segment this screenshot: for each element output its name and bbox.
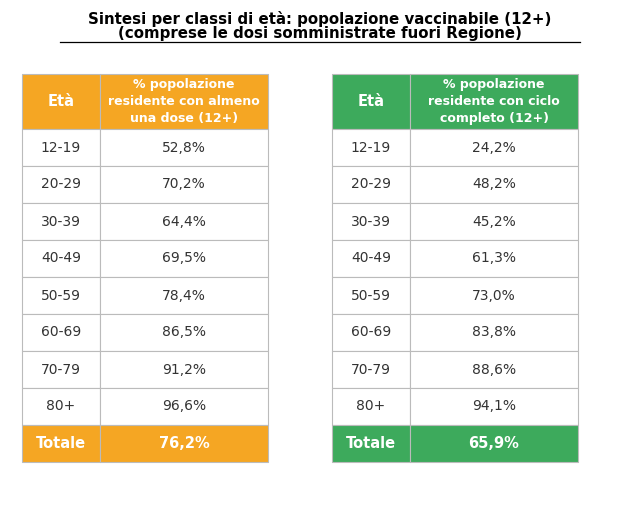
Text: (comprese le dosi somministrate fuori Regione): (comprese le dosi somministrate fuori Re…: [118, 26, 522, 41]
Bar: [22, 314, 100, 351]
Bar: [100, 388, 268, 425]
Text: 60-69: 60-69: [351, 326, 391, 339]
Text: 76,2%: 76,2%: [159, 436, 209, 451]
Bar: [410, 74, 578, 129]
Bar: [22, 166, 100, 203]
Bar: [410, 425, 578, 462]
Bar: [22, 129, 100, 166]
Bar: [332, 277, 410, 314]
Text: % popolazione
residente con ciclo
completo (12+): % popolazione residente con ciclo comple…: [428, 78, 560, 125]
Text: 73,0%: 73,0%: [472, 288, 516, 303]
Text: 80+: 80+: [356, 400, 386, 413]
Bar: [100, 166, 268, 203]
Text: 24,2%: 24,2%: [472, 140, 516, 154]
Bar: [332, 388, 410, 425]
Bar: [100, 277, 268, 314]
Text: 40-49: 40-49: [351, 252, 391, 265]
Bar: [100, 74, 268, 129]
Text: Età: Età: [47, 94, 74, 109]
Bar: [100, 425, 268, 462]
Bar: [100, 351, 268, 388]
Text: 20-29: 20-29: [351, 178, 391, 192]
Text: 61,3%: 61,3%: [472, 252, 516, 265]
Text: 83,8%: 83,8%: [472, 326, 516, 339]
Bar: [410, 388, 578, 425]
Text: 88,6%: 88,6%: [472, 362, 516, 377]
Text: Totale: Totale: [346, 436, 396, 451]
Bar: [410, 240, 578, 277]
Bar: [22, 388, 100, 425]
Text: 70,2%: 70,2%: [162, 178, 206, 192]
Bar: [100, 203, 268, 240]
Text: 70-79: 70-79: [351, 362, 391, 377]
Bar: [332, 166, 410, 203]
Text: 50-59: 50-59: [351, 288, 391, 303]
Text: 65,9%: 65,9%: [468, 436, 520, 451]
Bar: [410, 166, 578, 203]
Text: 12-19: 12-19: [351, 140, 391, 154]
Text: 94,1%: 94,1%: [472, 400, 516, 413]
Bar: [22, 277, 100, 314]
Bar: [410, 314, 578, 351]
Text: 48,2%: 48,2%: [472, 178, 516, 192]
Text: 70-79: 70-79: [41, 362, 81, 377]
Text: 20-29: 20-29: [41, 178, 81, 192]
Text: 52,8%: 52,8%: [162, 140, 206, 154]
Bar: [22, 74, 100, 129]
Text: % popolazione
residente con almeno
una dose (12+): % popolazione residente con almeno una d…: [108, 78, 260, 125]
Bar: [332, 425, 410, 462]
Text: 78,4%: 78,4%: [162, 288, 206, 303]
Bar: [100, 129, 268, 166]
Text: 30-39: 30-39: [351, 214, 391, 229]
Bar: [100, 314, 268, 351]
Bar: [410, 129, 578, 166]
Bar: [410, 351, 578, 388]
Bar: [332, 351, 410, 388]
Bar: [22, 203, 100, 240]
Text: 80+: 80+: [46, 400, 76, 413]
Text: Età: Età: [358, 94, 385, 109]
Bar: [332, 129, 410, 166]
Bar: [22, 240, 100, 277]
Bar: [410, 277, 578, 314]
Text: Totale: Totale: [36, 436, 86, 451]
Bar: [100, 240, 268, 277]
Bar: [332, 314, 410, 351]
Text: 12-19: 12-19: [41, 140, 81, 154]
Text: 60-69: 60-69: [41, 326, 81, 339]
Bar: [332, 240, 410, 277]
Text: 86,5%: 86,5%: [162, 326, 206, 339]
Bar: [332, 203, 410, 240]
Text: 30-39: 30-39: [41, 214, 81, 229]
Text: 45,2%: 45,2%: [472, 214, 516, 229]
Text: 50-59: 50-59: [41, 288, 81, 303]
Text: 69,5%: 69,5%: [162, 252, 206, 265]
Text: 91,2%: 91,2%: [162, 362, 206, 377]
Bar: [22, 351, 100, 388]
Text: 96,6%: 96,6%: [162, 400, 206, 413]
Bar: [332, 74, 410, 129]
Bar: [22, 425, 100, 462]
Text: 64,4%: 64,4%: [162, 214, 206, 229]
Text: 40-49: 40-49: [41, 252, 81, 265]
Text: Sintesi per classi di età: popolazione vaccinabile (12+): Sintesi per classi di età: popolazione v…: [88, 11, 552, 27]
Bar: [410, 203, 578, 240]
